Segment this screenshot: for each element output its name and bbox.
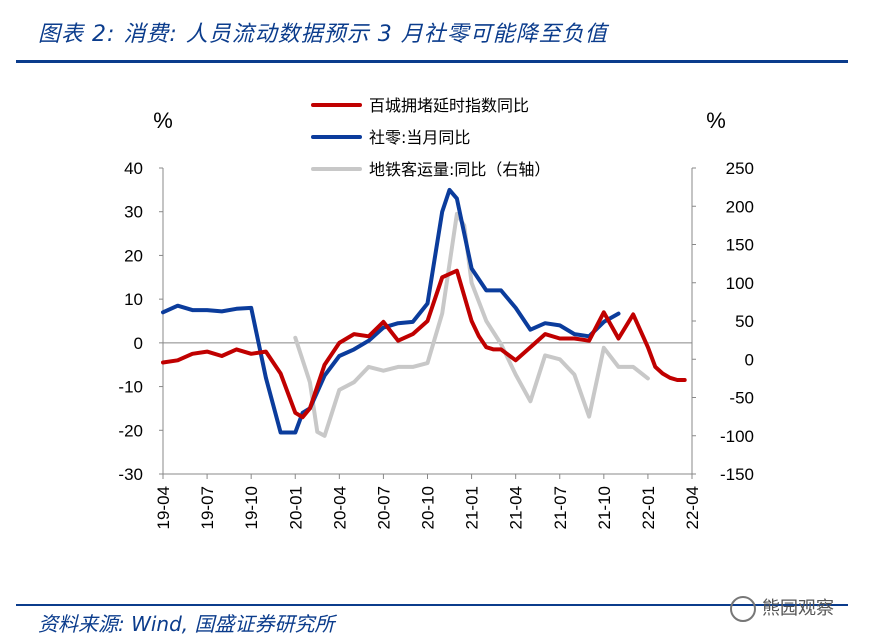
x-tick-label: 19-10 bbox=[242, 486, 261, 529]
y-right-tick-label: -50 bbox=[729, 389, 754, 408]
x-tick-label: 20-01 bbox=[286, 486, 305, 529]
y-left-tick-label: 10 bbox=[124, 290, 143, 309]
y-right-tick-label: 0 bbox=[745, 350, 754, 369]
legend-label: 百城拥堵延时指数同比 bbox=[369, 96, 529, 115]
y-right-tick-label: 100 bbox=[726, 274, 754, 293]
series-line-0 bbox=[161, 268, 687, 420]
x-tick-label: 21-10 bbox=[595, 486, 614, 529]
x-tick-label: 20-04 bbox=[330, 486, 349, 529]
source-note: 资料来源: Wind, 国盛证券研究所 bbox=[38, 612, 335, 636]
y-right-tick-label: -100 bbox=[720, 427, 754, 446]
chart-title: 图表 2: 消费: 人员流动数据预示 3 月社零可能降至负值 bbox=[38, 22, 608, 47]
chart-axes: % %403020100-10-20-30250200150100500-50-1… bbox=[118, 108, 754, 529]
y-right-tick-label: 50 bbox=[735, 312, 754, 331]
watermark-text: 熊园观察 bbox=[762, 598, 834, 619]
y-left-tick-label: -30 bbox=[118, 465, 143, 484]
legend-label: 地铁客运量:同比（右轴） bbox=[369, 160, 550, 179]
series-line-1 bbox=[161, 187, 621, 435]
y-right-tick-label: 200 bbox=[726, 197, 754, 216]
footer-divider bbox=[16, 604, 848, 606]
y-right-tick-label: -150 bbox=[720, 465, 754, 484]
x-tick-label: 22-01 bbox=[639, 486, 658, 529]
y-right-tick-label: 150 bbox=[726, 236, 754, 255]
y-left-tick-label: -20 bbox=[118, 421, 143, 440]
x-tick-label: 19-04 bbox=[154, 486, 173, 529]
x-tick-label: 21-04 bbox=[507, 486, 526, 529]
y-left-tick-label: 0 bbox=[134, 334, 143, 353]
y-right-unit: % bbox=[706, 108, 726, 133]
series-layer bbox=[161, 187, 687, 438]
x-tick-label: 22-04 bbox=[683, 486, 702, 529]
y-left-tick-label: -10 bbox=[118, 378, 143, 397]
y-right-tick-label: 250 bbox=[726, 159, 754, 178]
y-left-tick-label: 30 bbox=[124, 203, 143, 222]
y-left-unit: % bbox=[153, 108, 173, 133]
x-tick-label: 20-10 bbox=[419, 486, 438, 529]
wechat-icon bbox=[730, 596, 756, 622]
legend-label: 社零:当月同比 bbox=[369, 128, 470, 147]
title-divider bbox=[16, 60, 848, 63]
x-tick-label: 21-07 bbox=[551, 486, 570, 529]
watermark: 熊园观察 bbox=[730, 594, 834, 622]
line-chart: % %403020100-10-20-30250200150100500-50-1… bbox=[118, 96, 754, 529]
y-left-tick-label: 20 bbox=[124, 246, 143, 265]
x-tick-label: 19-07 bbox=[198, 486, 217, 529]
x-tick-label: 20-07 bbox=[374, 486, 393, 529]
y-left-tick-label: 40 bbox=[124, 159, 143, 178]
x-tick-label: 21-01 bbox=[463, 486, 482, 529]
